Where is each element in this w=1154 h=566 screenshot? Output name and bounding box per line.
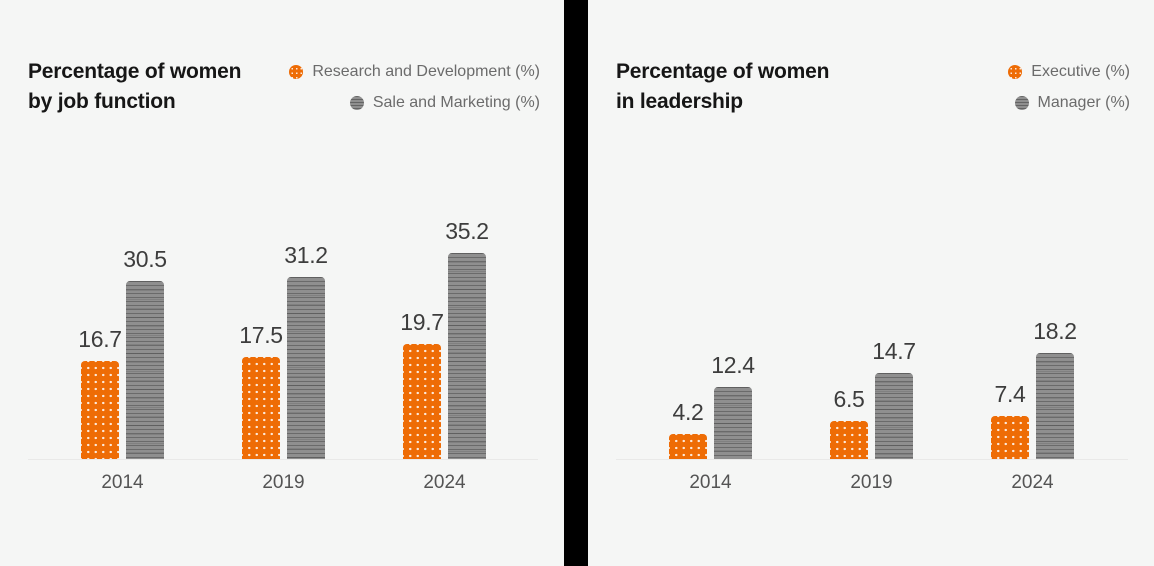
chart-legend: Research and Development (%) Sale and Mar… [289,57,540,114]
chart-title-line1: Percentage of women [28,60,242,83]
bar-column: 17.5 [239,321,283,459]
bar-group-2014: 16.7 30.5 2014 [78,245,167,493]
bar-column: 31.2 [284,241,328,459]
bar-group-2014: 4.2 12.4 2014 [669,351,755,493]
bar-pair: 19.7 35.2 [400,218,489,459]
legend-marker-hlines-icon [349,96,364,110]
legend-label: Research and Development (%) [312,63,540,80]
bar-column: 6.5 [830,386,868,459]
x-axis-label: 2024 [423,472,466,493]
bar-dots [242,356,280,459]
legend-marker-dots-icon [289,65,304,79]
chart-panel-job-function: Percentage of women by job function Rese… [0,0,564,566]
plot-area: 16.7 30.5 2014 17.5 31.2 2019 19.7 35.2 2024 [28,218,538,494]
bar-hlines [126,280,164,459]
bar-pair: 4.2 12.4 [669,351,755,459]
legend-item: Executive (%) [1008,61,1130,83]
bar-hlines [875,373,913,459]
bar-value-label: 31.2 [284,241,328,268]
bar-dots [669,434,707,459]
chart-panel-leadership: Percentage of women in leadership Execut… [588,0,1154,566]
bar-group-2024: 7.4 18.2 2024 [991,317,1077,493]
bar-pair: 16.7 30.5 [78,245,167,459]
legend-label: Executive (%) [1031,63,1130,80]
bar-column: 7.4 [991,381,1029,459]
bar-value-label: 4.2 [672,399,704,426]
bar-pair: 17.5 31.2 [239,241,328,459]
chart-header: Percentage of women in leadership Execut… [588,0,1154,117]
legend-item: Manager (%) [1014,92,1130,114]
bar-hlines [287,276,325,459]
bar-value-label: 14.7 [872,338,916,364]
chart-title: Percentage of women in leadership [616,57,829,117]
bar-column: 16.7 [78,326,122,459]
chart-title-line2: by job function [28,90,176,113]
bar-dots [991,415,1029,459]
bar-value-label: 30.5 [123,245,167,272]
legend-marker-dots-icon [1008,65,1023,79]
bar-group-2019: 6.5 14.7 2019 [830,338,916,493]
chart-title-line2: in leadership [616,90,743,113]
bar-pair: 6.5 14.7 [830,338,916,459]
bar-hlines [1036,352,1074,459]
bar-value-label: 12.4 [711,351,755,378]
legend-item: Sale and Marketing (%) [349,92,540,114]
bar-dots [830,421,868,459]
legend-item: Research and Development (%) [289,61,540,83]
panel-divider [564,0,588,566]
x-axis-label: 2014 [101,472,144,493]
bar-value-label: 6.5 [833,386,865,412]
bar-groups: 4.2 12.4 2014 6.5 14.7 2019 7.4 18.2 2024 [616,317,1128,493]
bar-column: 4.2 [669,399,707,459]
bar-column: 19.7 [400,308,444,459]
legend-label: Sale and Marketing (%) [372,94,540,111]
bar-column: 14.7 [872,338,916,459]
plot-area: 4.2 12.4 2014 6.5 14.7 2019 7.4 18.2 2024 [616,317,1128,493]
bar-value-label: 17.5 [239,321,283,348]
chart-title: Percentage of women by job function [28,57,241,117]
x-axis-label: 2019 [262,472,305,493]
bar-dots [403,343,441,459]
bar-column: 12.4 [711,351,755,459]
bar-column: 35.2 [445,218,489,459]
bar-value-label: 7.4 [994,380,1026,407]
chart-legend: Executive (%) Manager (%) [1008,57,1130,114]
bar-value-label: 18.2 [1033,317,1077,344]
bar-group-2024: 19.7 35.2 2024 [400,218,489,493]
x-axis-label: 2024 [1011,472,1054,493]
bar-value-label: 19.7 [400,308,444,335]
chart-header: Percentage of women by job function Rese… [0,0,564,117]
bar-column: 18.2 [1033,317,1077,459]
bar-groups: 16.7 30.5 2014 17.5 31.2 2019 19.7 35.2 2024 [28,218,538,494]
legend-marker-hlines-icon [1014,96,1029,110]
bar-dots [81,361,119,459]
bar-value-label: 35.2 [445,218,489,245]
bar-column: 30.5 [123,245,167,459]
bar-pair: 7.4 18.2 [991,317,1077,459]
bar-hlines [448,253,486,459]
bar-value-label: 16.7 [78,326,122,353]
x-axis-label: 2019 [850,472,893,493]
bar-group-2019: 17.5 31.2 2019 [239,241,328,494]
chart-title-line1: Percentage of women [616,60,830,83]
x-axis-label: 2014 [689,472,732,493]
legend-label: Manager (%) [1037,94,1130,111]
bar-hlines [714,386,752,459]
